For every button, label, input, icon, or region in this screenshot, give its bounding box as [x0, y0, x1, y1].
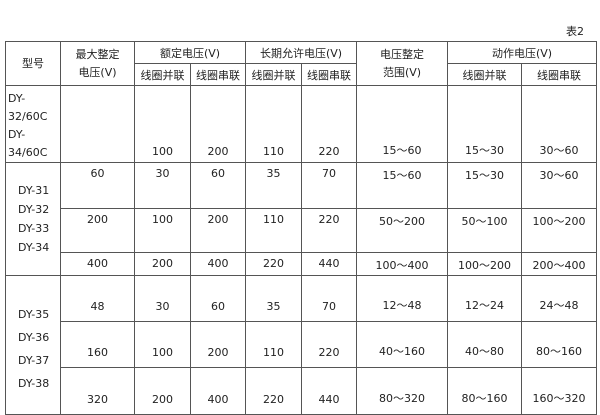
- table-row: 400 200 400 220 440 100～400 100～200 200～400: [6, 252, 598, 276]
- subheader-series: 线圈串联: [301, 63, 358, 86]
- value-cell: 35: [245, 162, 303, 209]
- model-name: DY-33: [18, 222, 50, 235]
- value-cell: 400: [189, 252, 247, 276]
- model-name: DY-31: [18, 184, 50, 197]
- value-cell: [60, 85, 135, 163]
- header-setting-range: 电压整定 范围(V): [356, 41, 449, 86]
- value-cell: 440: [301, 252, 358, 276]
- value-cell: 24～48: [521, 275, 598, 322]
- table-row: DY-35 DY-36 DY-37 DY-38 48 30 60 35 70 12～48 12～24…: [5, 275, 598, 415]
- header-long-term-voltage: 长期允许电压(V): [245, 41, 358, 64]
- value-cell: 12～24: [447, 275, 523, 322]
- model-name: DY-32/60C: [8, 92, 48, 123]
- value-cell: 80～160: [521, 321, 598, 368]
- subheader-parallel: 线圈并联: [245, 63, 303, 86]
- model-name: DY-34/60C: [8, 128, 48, 159]
- subheader-parallel: 线圈并联: [134, 63, 191, 86]
- value-cell: 60: [189, 275, 247, 322]
- subheader-series: 线圈串联: [189, 63, 247, 86]
- value-cell: 50～200: [356, 208, 449, 253]
- value-cell: 320: [60, 367, 135, 415]
- value-cell: 200～400: [521, 252, 598, 276]
- model-cell: DY-31 DY-32 DY-33 DY-34: [5, 162, 61, 276]
- value-cell: 100～200: [521, 208, 598, 253]
- value-cell: 110: [245, 85, 303, 163]
- value-cell: 440: [301, 367, 358, 415]
- value-cell: 400: [60, 252, 135, 276]
- header-line: 范围(V): [382, 65, 422, 79]
- subheader-series: 线圈串联: [521, 63, 598, 86]
- header-rated-voltage: 额定电压(V): [133, 41, 247, 64]
- value-cell: 200: [60, 208, 135, 253]
- value-cell: 15～60: [356, 162, 449, 209]
- value-cell: 110: [245, 321, 303, 368]
- value-cell: 48: [60, 275, 135, 322]
- value-cell: 15～30: [447, 85, 523, 163]
- value-cell: 110: [245, 208, 303, 253]
- header-operating-voltage: 动作电压(V): [447, 41, 598, 64]
- relay-spec-table: 型号 最大整定 电压(V) 额定电压(V) 长期允许电压(V) 电压整定 范围(…: [5, 41, 598, 415]
- value-cell: 100: [134, 208, 191, 253]
- header-line: 电压(V): [78, 65, 117, 79]
- header-model: 型号: [5, 41, 61, 86]
- value-cell: 30: [134, 275, 191, 322]
- value-cell: 60: [60, 162, 135, 209]
- header-max-setting-voltage: 最大整定 电压(V): [60, 41, 135, 86]
- value-cell: 100～200: [447, 252, 523, 276]
- value-cell: 15～30: [447, 162, 523, 209]
- value-cell: 12～48: [356, 275, 449, 322]
- table-row: DY-31 DY-32 DY-33 DY-34 60 30 60 35 70 15～60 15～30…: [5, 162, 598, 276]
- value-cell: 160: [60, 321, 135, 368]
- value-cell: 220: [245, 367, 303, 415]
- value-cell: 35: [245, 275, 303, 322]
- value-cell: 50～100: [447, 208, 523, 253]
- model-name: DY-32: [18, 203, 50, 216]
- model-name: DY-36: [18, 331, 50, 344]
- model-cell: DY-35 DY-36 DY-37 DY-38: [5, 275, 61, 415]
- model-name: DY-34: [18, 241, 50, 254]
- subheader-parallel: 线圈并联: [447, 63, 523, 86]
- table-caption: 表2: [566, 25, 584, 38]
- value-cell: 30～60: [521, 162, 598, 209]
- value-cell: 80～160: [447, 367, 523, 415]
- value-cell: 220: [245, 252, 303, 276]
- value-cell: 160～320: [521, 367, 598, 415]
- header-line: 电压整定: [380, 47, 425, 61]
- model-name: DY-38: [18, 377, 50, 390]
- table-row: 320 200 400 220 440 80～320 80～160 160～320: [6, 367, 598, 415]
- model-cell: DY-32/60C DY-34/60C: [5, 85, 61, 163]
- value-cell: 40～160: [356, 321, 449, 368]
- header-line: 最大整定: [75, 47, 120, 61]
- value-cell: 80～320: [356, 367, 449, 415]
- model-name: DY-37: [18, 354, 50, 367]
- value-cell: 220: [301, 208, 358, 253]
- value-cell: 220: [301, 85, 358, 163]
- value-cell: 70: [301, 162, 358, 209]
- model-name: DY-35: [18, 308, 50, 321]
- table-row: 200 100 200 110 220 50～200 50～100 100～200: [6, 208, 598, 253]
- value-cell: 60: [189, 162, 247, 209]
- value-cell: 220: [301, 321, 358, 368]
- value-cell: 40～80: [447, 321, 523, 368]
- value-cell: 30～60: [521, 85, 598, 163]
- table-row: DY-32/60C DY-34/60C 100 200 110 220 15～60 15～30…: [5, 85, 598, 163]
- value-cell: 200: [189, 85, 247, 163]
- value-cell: 200: [134, 367, 191, 415]
- value-cell: 15～60: [356, 85, 449, 163]
- value-cell: 100: [134, 85, 191, 163]
- value-cell: 100: [134, 321, 191, 368]
- value-cell: 200: [189, 321, 247, 368]
- value-cell: 100～400: [356, 252, 449, 276]
- value-cell: 200: [189, 208, 247, 253]
- value-cell: 400: [189, 367, 247, 415]
- value-cell: 200: [134, 252, 191, 276]
- value-cell: 30: [134, 162, 191, 209]
- table-row: 160 100 200 110 220 40～160 40～80 80～160: [6, 321, 598, 368]
- value-cell: 70: [301, 275, 358, 322]
